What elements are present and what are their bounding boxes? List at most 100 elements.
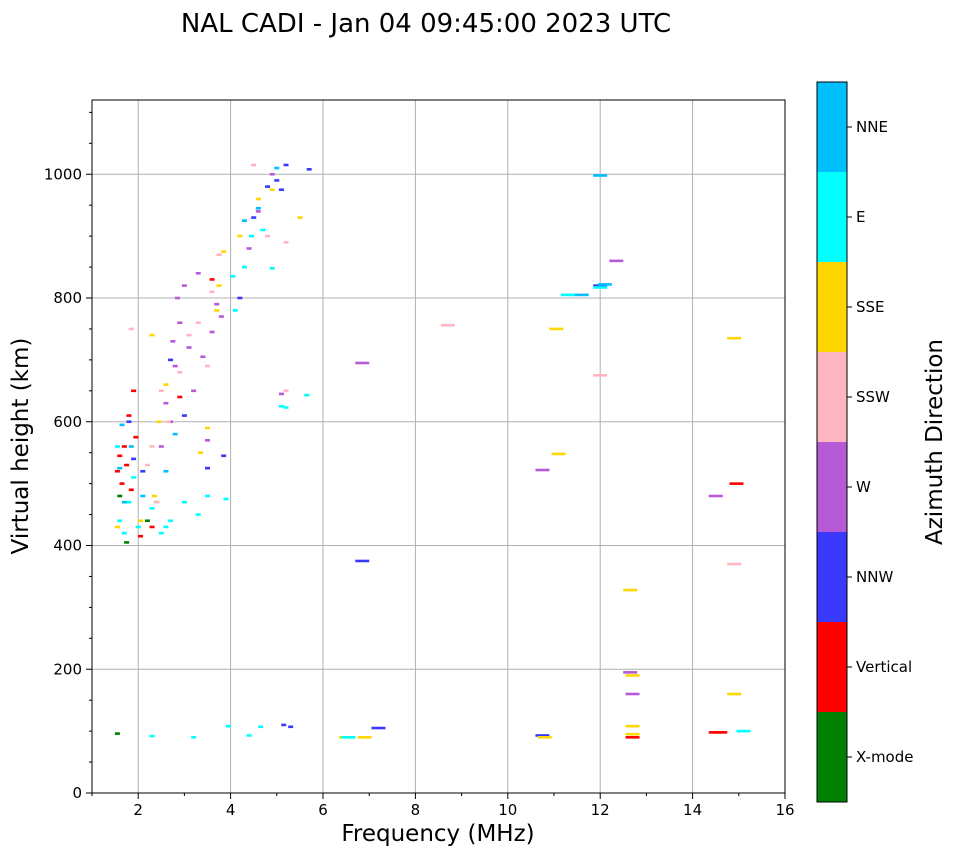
data-point-nnw [251,216,257,219]
data-point-nnw [126,420,132,424]
colorbar-segment-nne [817,82,847,172]
y-axis-label: Virtual height (km) [8,338,34,555]
colorbar-tick-label: X-mode [856,748,913,766]
data-point-nne [128,445,134,448]
data-point-w [205,439,210,442]
data-point-sse [549,327,564,331]
data-point-vertical [117,454,123,458]
data-point-nne [172,432,178,436]
data-point-sse [537,736,552,739]
data-point-w [708,494,723,498]
data-point-w [195,271,201,275]
data-point-w [186,346,192,349]
data-point-sse [214,309,220,312]
data-point-e [131,476,137,479]
data-point-sse [625,674,640,677]
data-point-sse [114,525,120,529]
data-point-w [209,330,215,334]
y-tick-label: 400 [53,537,82,555]
x-tick-label: 12 [591,801,610,819]
data-point-nnw [535,734,550,737]
data-point-x-mode [117,494,123,498]
colorbar-segment-nnw [817,532,847,622]
data-point-w [214,302,220,306]
colorbar-tick-label: SSW [856,388,890,406]
y-tick-label: 1000 [44,165,82,183]
data-point-ssw [265,234,271,238]
data-point-sse [625,724,640,728]
data-point-e [269,267,275,270]
data-point-sse [297,216,303,219]
data-point-sse [163,383,169,386]
data-marks [114,163,751,739]
data-point-e [225,724,231,728]
data-point-nnw [371,726,386,730]
data-point-w [158,445,164,448]
data-point-nnw [283,163,289,167]
data-point-nne [121,500,127,504]
data-point-nne [241,219,247,222]
x-tick-label: 4 [226,801,236,819]
colorbar-tick-label: NNE [856,118,888,136]
data-point-vertical [128,488,134,492]
data-point-e [246,734,252,737]
data-point-ssw [283,389,289,393]
x-axis-label: Frequency (MHz) [341,821,534,847]
data-point-nnw [288,725,294,729]
data-point-sse [237,234,243,238]
data-point-sse [625,732,640,736]
x-tick-label: 8 [411,801,421,819]
data-point-ssw [216,253,222,256]
data-point-ssw [128,327,134,331]
data-point-e [248,234,254,238]
y-tick-label: 200 [53,660,82,678]
colorbar-tick-label: SSE [856,298,885,316]
data-point-ssw [205,364,210,368]
plot-background [92,100,785,793]
x-tick-label: 2 [133,801,143,819]
data-point-w [355,361,370,365]
data-point-e [341,736,356,739]
data-point-sse [623,588,638,592]
data-point-nnw [274,179,280,182]
data-point-nnw [278,188,284,192]
colorbar: X-mode Vertical NNW W SSW SSE E NNE [816,81,913,803]
colorbar-frame [816,81,848,803]
data-point-nne [255,206,261,210]
colorbar-tick-label: E [856,208,865,226]
data-point-w [172,364,178,368]
data-point-w [278,392,284,396]
data-point-e [181,500,187,504]
data-point-nnw [221,454,227,458]
y-tick-label: 600 [53,413,82,431]
data-point-e [126,500,132,504]
data-point-vertical [121,445,127,448]
y-tick-label: 0 [72,784,82,802]
data-point-nne [274,166,280,170]
colorbar-label: Azimuth Direction [922,339,948,545]
data-point-vertical [131,389,137,393]
colorbar-tick-label: W [856,478,871,496]
data-point-e [149,507,155,510]
data-point-w [218,315,224,318]
data-point-sse [727,692,742,696]
data-point-w [535,468,550,472]
data-point-e [117,519,123,523]
plot-frame [91,99,786,794]
data-point-ssw [186,333,192,337]
data-point-e [304,393,310,397]
data-point-w [269,172,275,176]
data-point-w [625,692,640,696]
data-point-sse [138,519,144,523]
data-point-w [623,671,638,674]
data-point-w [181,284,187,287]
data-point-e [135,525,141,529]
data-point-e [114,445,120,448]
data-point-vertical [124,463,130,467]
colorbar-tick-label: NNW [856,568,893,586]
data-point-e [158,531,164,535]
colorbar-segment-vertical [817,622,847,712]
data-point-sse [156,420,162,424]
data-point-vertical [138,534,144,538]
data-point-nne [140,494,146,498]
